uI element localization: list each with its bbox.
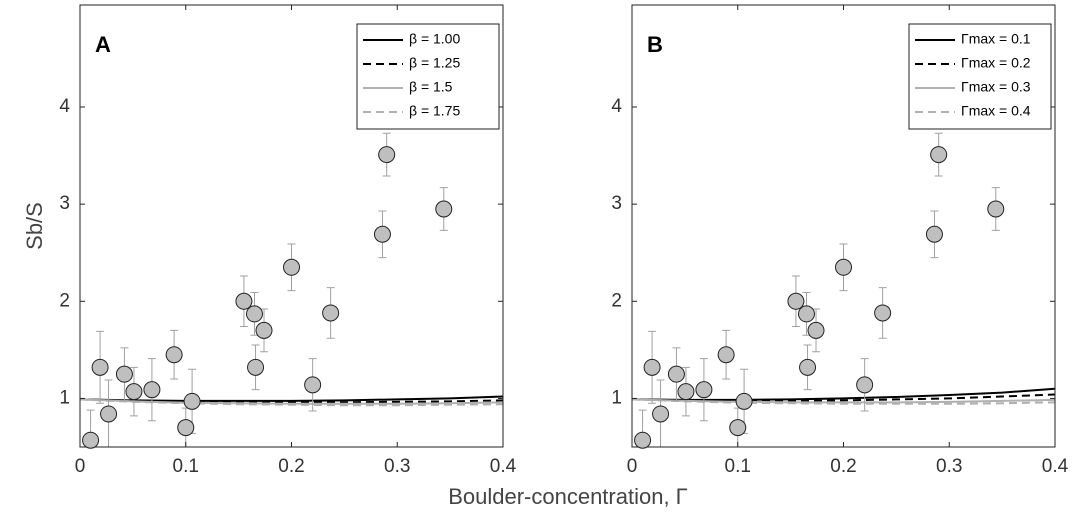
data-point <box>435 200 453 218</box>
y-axis-label: Sb/S <box>22 202 47 250</box>
y-tick-label: 4 <box>59 96 70 117</box>
panel-label: B <box>647 32 663 57</box>
x-tick-label: 0.2 <box>278 456 304 477</box>
data-point <box>856 376 874 394</box>
legend-label: β = 1.75 <box>409 103 460 119</box>
y-tick-label: 2 <box>611 290 622 311</box>
model-line <box>80 398 503 407</box>
x-tick-label: 0.3 <box>384 456 410 477</box>
data-point <box>247 358 265 376</box>
data-point <box>177 419 195 437</box>
data-point <box>165 346 183 364</box>
data-point <box>245 305 263 323</box>
data-point <box>373 225 391 243</box>
data-point <box>717 346 735 364</box>
data-point <box>378 146 396 164</box>
data-point <box>799 358 817 376</box>
y-tick-label: 1 <box>611 387 622 408</box>
data-point <box>807 321 825 339</box>
plot-area <box>632 132 1055 447</box>
data-point <box>255 321 273 339</box>
data-point <box>115 365 133 383</box>
x-tick-label: 0.4 <box>1042 456 1069 477</box>
data-point <box>835 258 852 276</box>
y-tick-label: 2 <box>59 290 70 311</box>
data-point <box>925 225 943 243</box>
data-point <box>643 358 661 376</box>
data-point <box>987 200 1005 218</box>
data-point <box>304 376 322 394</box>
data-point <box>787 292 805 310</box>
x-tick-label: 0.1 <box>173 456 199 477</box>
legend-label: β = 1.5 <box>409 79 453 95</box>
data-point <box>874 304 892 322</box>
data-point <box>143 381 161 399</box>
x-tick-label: 0.4 <box>490 456 517 477</box>
panel-label: A <box>95 32 111 57</box>
data-point <box>667 365 685 383</box>
model-line <box>632 398 1055 405</box>
data-point <box>735 392 753 410</box>
y-tick-label: 3 <box>59 193 70 214</box>
x-tick-label: 0.2 <box>830 456 856 477</box>
x-tick-label: 0 <box>627 456 638 477</box>
legend-label: Γmax = 0.4 <box>961 103 1031 119</box>
x-tick-label: 0 <box>75 456 86 477</box>
data-point <box>797 305 815 323</box>
y-tick-label: 4 <box>611 96 622 117</box>
plot-area <box>80 132 503 447</box>
legend-label: β = 1.00 <box>409 31 460 47</box>
data-point <box>82 431 100 449</box>
x-tick-label: 0.3 <box>936 456 962 477</box>
y-tick-label: 1 <box>59 387 70 408</box>
data-point <box>125 383 143 401</box>
legend-label: β = 1.25 <box>409 55 460 71</box>
data-point <box>100 405 118 423</box>
model-line <box>80 395 503 402</box>
data-point <box>91 358 109 376</box>
legend-label: Γmax = 0.1 <box>961 31 1031 47</box>
x-tick-label: 0.1 <box>725 456 751 477</box>
legend-label: Γmax = 0.3 <box>961 79 1031 95</box>
data-point <box>183 392 201 410</box>
data-point <box>677 383 695 401</box>
data-point <box>322 304 340 322</box>
data-point <box>729 419 747 437</box>
y-tick-label: 3 <box>611 193 622 214</box>
data-point <box>695 381 713 399</box>
data-point <box>930 146 948 164</box>
x-axis-label: Boulder-concentration, Γ <box>448 484 688 509</box>
data-point <box>634 431 652 449</box>
data-point <box>235 292 253 310</box>
data-point <box>652 405 670 423</box>
legend-label: Γmax = 0.2 <box>961 55 1031 71</box>
data-point <box>283 258 300 276</box>
